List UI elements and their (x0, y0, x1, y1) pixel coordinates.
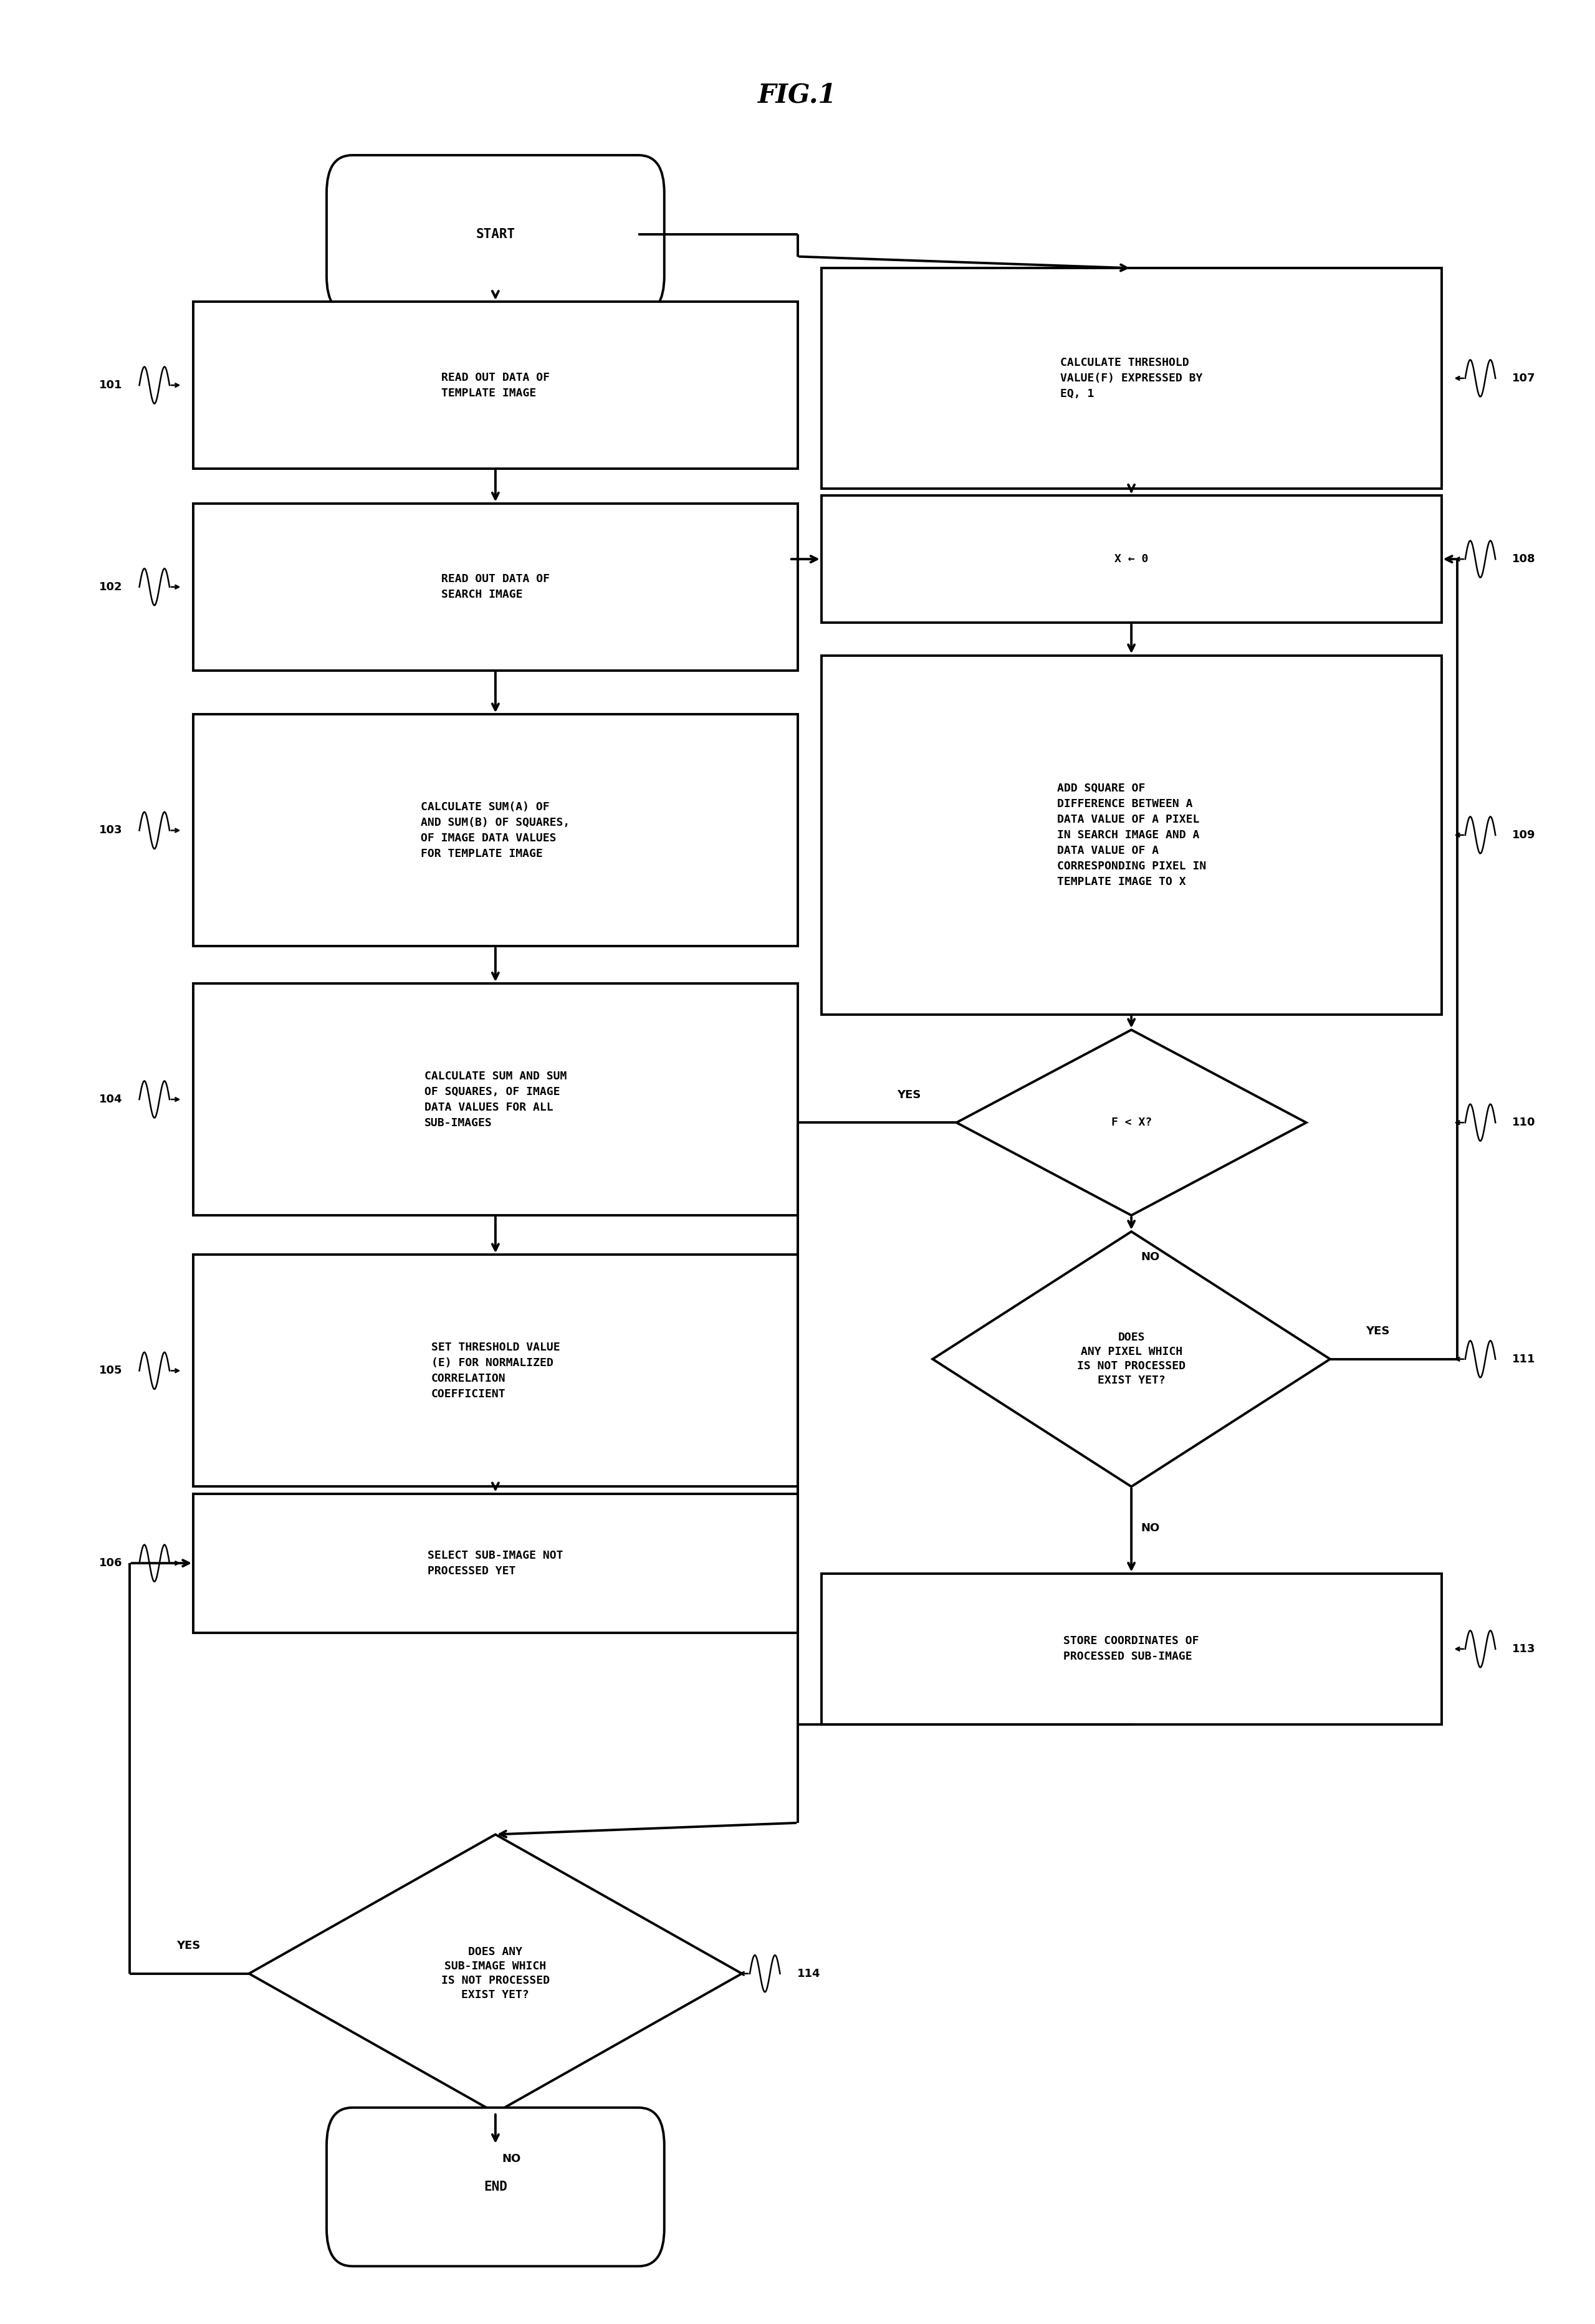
Text: 111: 111 (1512, 1353, 1536, 1364)
Bar (821, 267, 1442, 488)
Text: DOES
ANY PIXEL WHICH
IS NOT PROCESSED
EXIST YET?: DOES ANY PIXEL WHICH IS NOT PROCESSED EX… (1077, 1332, 1185, 1385)
Text: 113: 113 (1512, 1643, 1536, 1655)
Bar (193, 504, 797, 669)
Text: ADD SQUARE OF
DIFFERENCE BETWEEN A
DATA VALUE OF A PIXEL
IN SEARCH IMAGE AND A
D: ADD SQUARE OF DIFFERENCE BETWEEN A DATA … (1057, 783, 1206, 888)
Polygon shape (249, 1834, 742, 2113)
Text: 105: 105 (99, 1364, 123, 1376)
Text: 107: 107 (1512, 372, 1536, 383)
Text: F < X?: F < X? (1112, 1118, 1152, 1127)
Text: SET THRESHOLD VALUE
(E) FOR NORMALIZED
CORRELATION
COEFFICIENT: SET THRESHOLD VALUE (E) FOR NORMALIZED C… (431, 1341, 560, 1399)
Text: SELECT SUB-IMAGE NOT
PROCESSED YET: SELECT SUB-IMAGE NOT PROCESSED YET (427, 1550, 563, 1576)
Text: 110: 110 (1512, 1118, 1536, 1127)
Text: NO: NO (502, 2154, 520, 2164)
FancyBboxPatch shape (327, 2108, 664, 2266)
Text: 101: 101 (99, 379, 123, 390)
Text: FIG.1: FIG.1 (758, 81, 837, 109)
Bar (821, 655, 1442, 1016)
Text: 104: 104 (99, 1095, 123, 1104)
Text: START: START (475, 228, 515, 242)
Bar (193, 983, 797, 1215)
Text: 102: 102 (99, 581, 123, 593)
Text: YES: YES (1365, 1325, 1389, 1336)
Text: 109: 109 (1512, 830, 1536, 841)
Text: DOES ANY
SUB-IMAGE WHICH
IS NOT PROCESSED
EXIST YET?: DOES ANY SUB-IMAGE WHICH IS NOT PROCESSE… (442, 1948, 550, 2001)
Polygon shape (957, 1030, 1306, 1215)
Text: CALCULATE THRESHOLD
VALUE(F) EXPRESSED BY
EQ, 1: CALCULATE THRESHOLD VALUE(F) EXPRESSED B… (1061, 358, 1203, 400)
Text: STORE COORDINATES OF
PROCESSED SUB-IMAGE: STORE COORDINATES OF PROCESSED SUB-IMAGE (1064, 1636, 1199, 1662)
Text: 108: 108 (1512, 553, 1536, 565)
Text: NO: NO (1140, 1250, 1160, 1262)
Text: READ OUT DATA OF
TEMPLATE IMAGE: READ OUT DATA OF TEMPLATE IMAGE (442, 372, 550, 400)
Text: 103: 103 (99, 825, 123, 837)
Text: YES: YES (896, 1090, 920, 1099)
FancyBboxPatch shape (327, 156, 664, 314)
Text: X ← 0: X ← 0 (1115, 553, 1148, 565)
Polygon shape (933, 1232, 1330, 1487)
Bar (193, 302, 797, 469)
Text: READ OUT DATA OF
SEARCH IMAGE: READ OUT DATA OF SEARCH IMAGE (442, 574, 550, 600)
Text: CALCULATE SUM AND SUM
OF SQUARES, OF IMAGE
DATA VALUES FOR ALL
SUB-IMAGES: CALCULATE SUM AND SUM OF SQUARES, OF IMA… (424, 1071, 566, 1129)
Text: 106: 106 (99, 1557, 123, 1569)
Text: YES: YES (177, 1941, 201, 1952)
Text: 114: 114 (797, 1968, 820, 1980)
Bar (193, 1255, 797, 1487)
Text: END: END (483, 2180, 507, 2194)
Text: NO: NO (1140, 1522, 1160, 1534)
Text: CALCULATE SUM(A) OF
AND SUM(B) OF SQUARES,
OF IMAGE DATA VALUES
FOR TEMPLATE IMA: CALCULATE SUM(A) OF AND SUM(B) OF SQUARE… (421, 802, 569, 860)
Bar (193, 1494, 797, 1634)
Bar (193, 713, 797, 946)
Bar (821, 495, 1442, 623)
Bar (821, 1573, 1442, 1724)
